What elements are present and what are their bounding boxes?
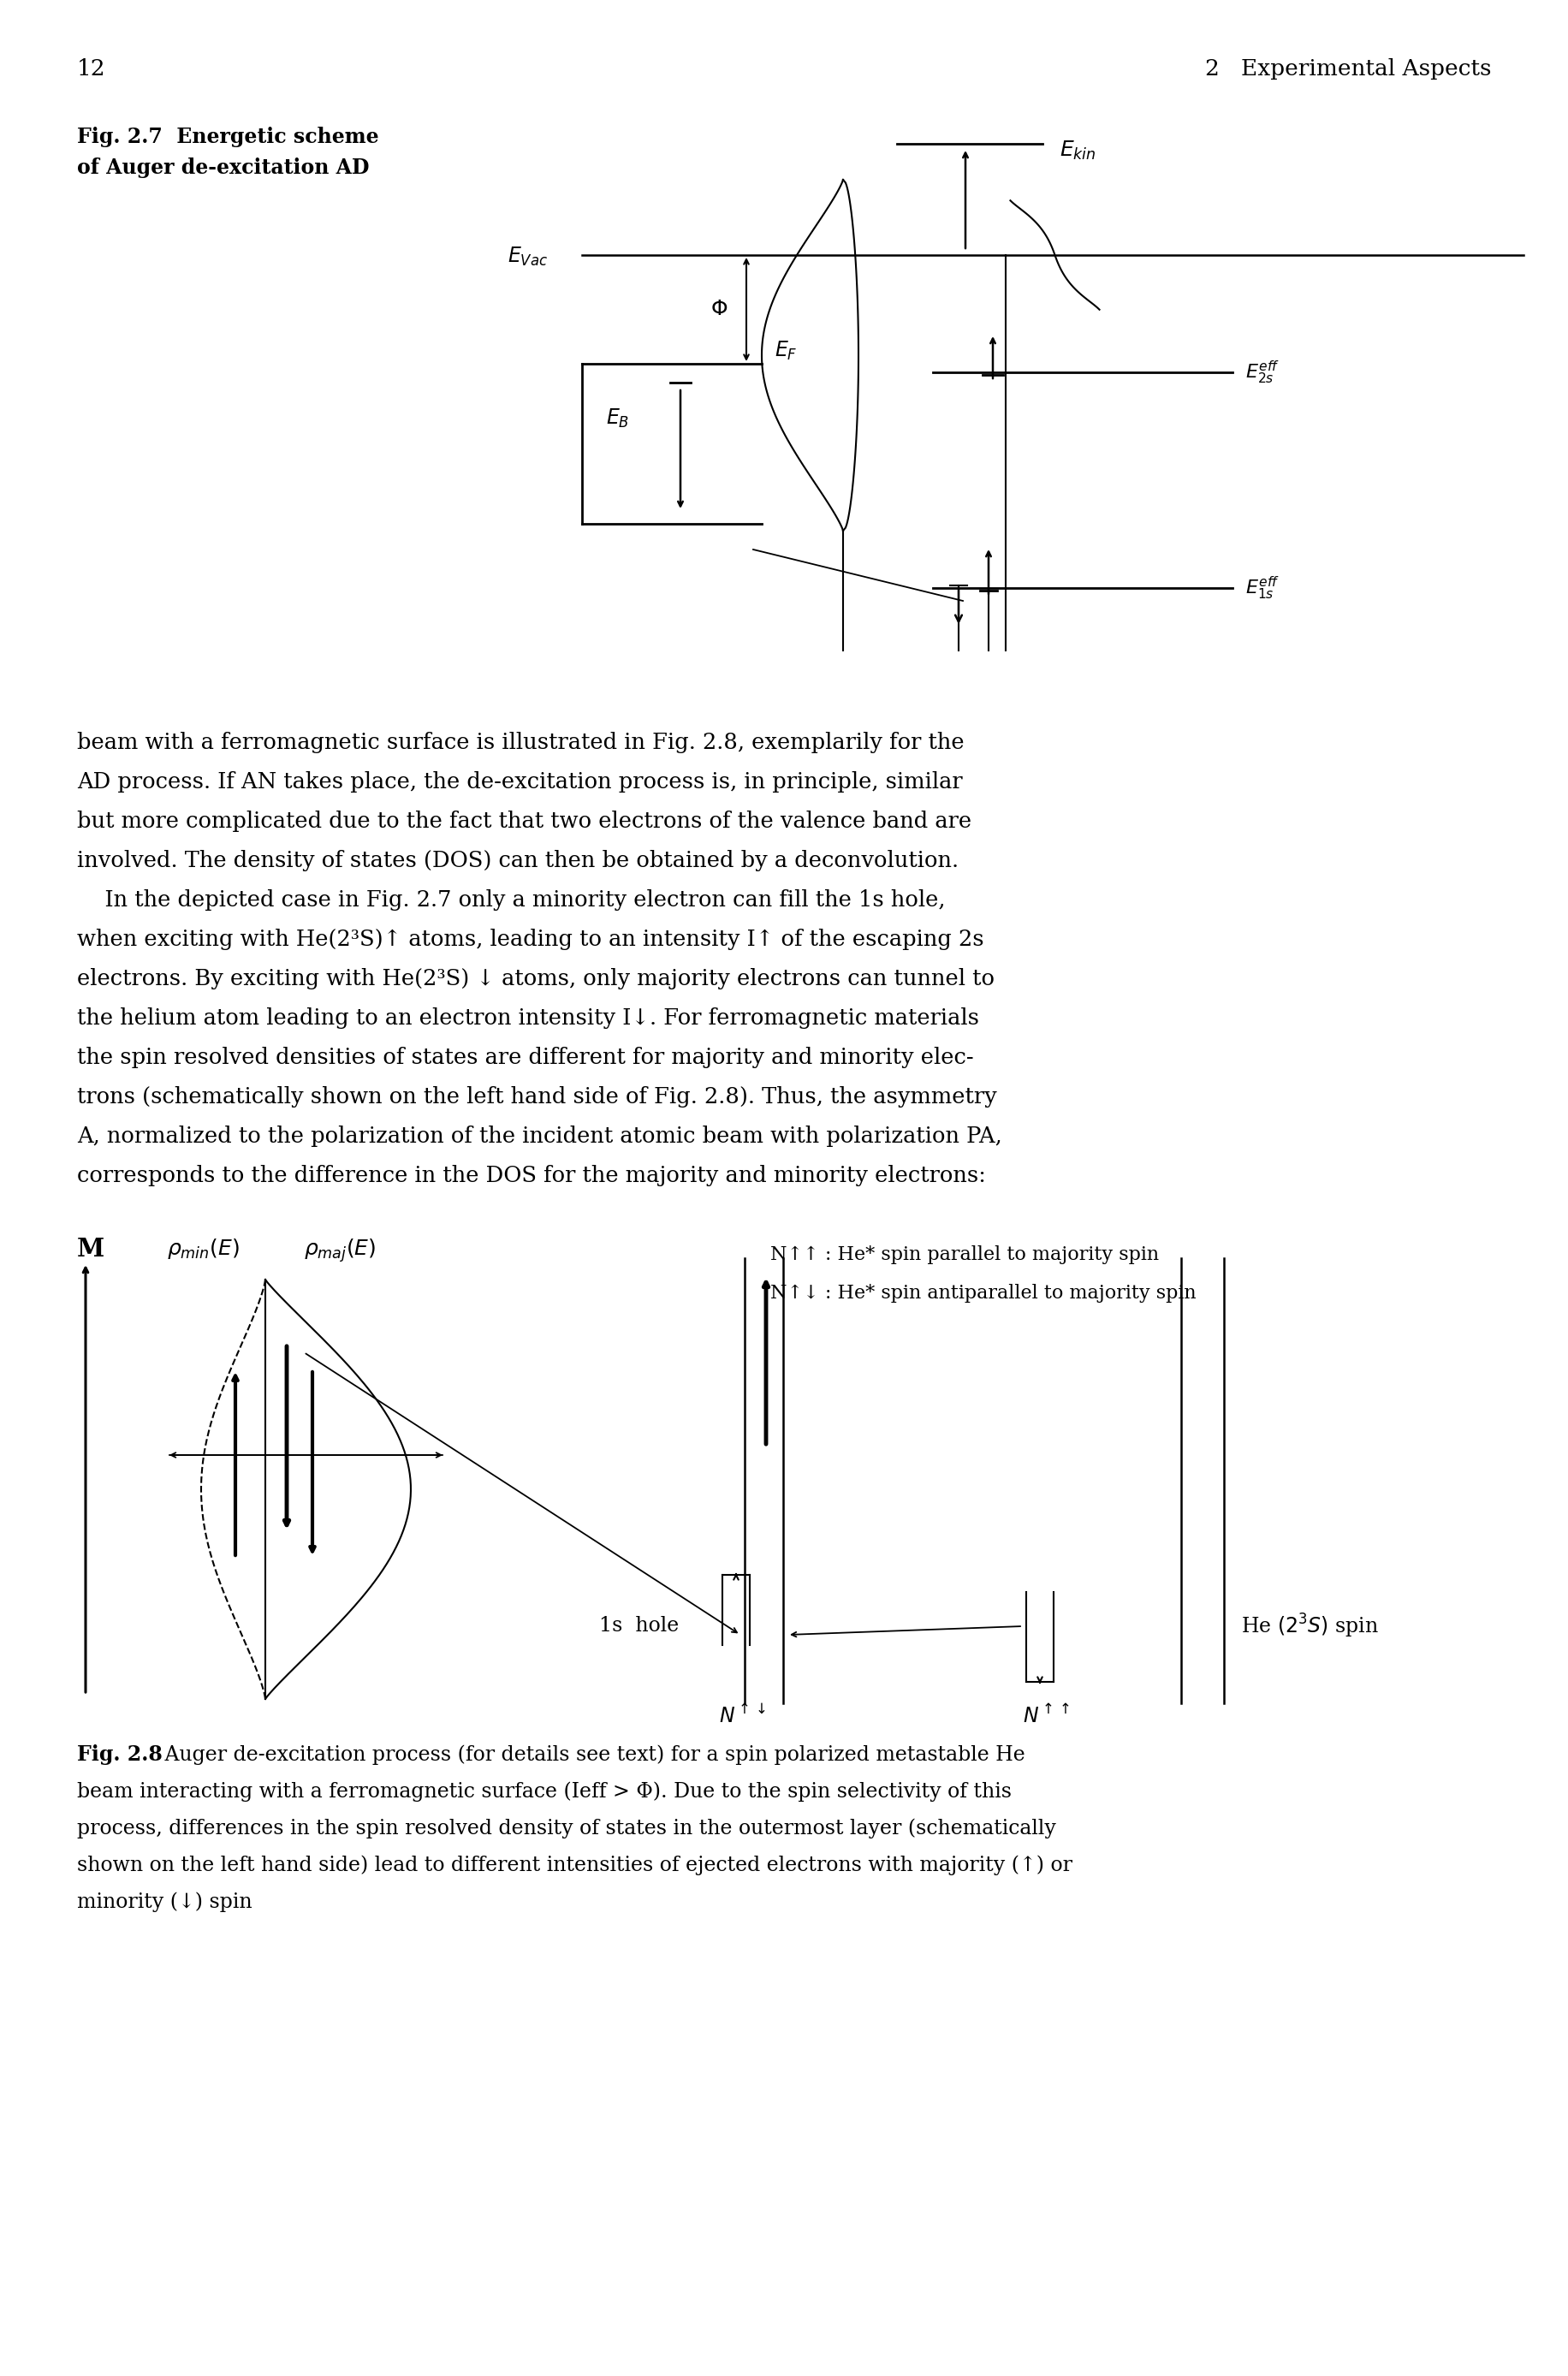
Text: involved. The density of states (DOS) can then be obtained by a deconvolution.: involved. The density of states (DOS) ca… [77, 851, 958, 872]
Text: N↑↑ : He* spin parallel to majority spin: N↑↑ : He* spin parallel to majority spin [770, 1245, 1159, 1264]
Text: $E_{kin}$: $E_{kin}$ [1060, 140, 1096, 162]
Text: $N^{\uparrow\downarrow}$: $N^{\uparrow\downarrow}$ [720, 1706, 767, 1727]
Text: process, differences in the spin resolved density of states in the outermost lay: process, differences in the spin resolve… [77, 1818, 1057, 1839]
Text: $\rho_{min}(E)$: $\rho_{min}(E)$ [166, 1238, 240, 1262]
Text: corresponds to the difference in the DOS for the majority and minority electrons: corresponds to the difference in the DOS… [77, 1164, 986, 1186]
Text: but more complicated due to the fact that two electrons of the valence band are: but more complicated due to the fact tha… [77, 810, 972, 832]
Text: electrons. By exciting with He(2³S) ↓ atoms, only majority electrons can tunnel : electrons. By exciting with He(2³S) ↓ at… [77, 967, 994, 988]
Text: $E_{1s}^{eff}$: $E_{1s}^{eff}$ [1245, 575, 1279, 601]
Text: 1s  hole: 1s hole [599, 1616, 679, 1637]
Text: $E_B$: $E_B$ [605, 406, 629, 430]
Text: M: M [77, 1238, 105, 1262]
Text: $N^{\uparrow\uparrow}$: $N^{\uparrow\uparrow}$ [1022, 1706, 1071, 1727]
Text: N↑↓ : He* spin antiparallel to majority spin: N↑↓ : He* spin antiparallel to majority … [770, 1283, 1196, 1302]
Text: when exciting with He(2³S)↑ atoms, leading to an intensity I↑ of the escaping 2s: when exciting with He(2³S)↑ atoms, leadi… [77, 929, 985, 950]
Text: $\rho_{maj}(E)$: $\rho_{maj}(E)$ [304, 1238, 376, 1264]
Text: shown on the left hand side) lead to different intensities of ejected electrons : shown on the left hand side) lead to dif… [77, 1856, 1073, 1875]
Text: In the depicted case in Fig. 2.7 only a minority electron can fill the 1s hole,: In the depicted case in Fig. 2.7 only a … [77, 889, 946, 910]
Text: $\Phi$: $\Phi$ [710, 299, 728, 318]
Text: Auger de-excitation process (for details see text) for a spin polarized metastab: Auger de-excitation process (for details… [158, 1744, 1025, 1765]
Text: beam with a ferromagnetic surface is illustrated in Fig. 2.8, exemplarily for th: beam with a ferromagnetic surface is ill… [77, 732, 964, 753]
Text: 12: 12 [77, 57, 105, 81]
Text: $E_{Vac}$: $E_{Vac}$ [508, 245, 547, 268]
Text: minority (↓) spin: minority (↓) spin [77, 1891, 252, 1913]
Text: beam interacting with a ferromagnetic surface (Ieff > Φ). Due to the spin select: beam interacting with a ferromagnetic su… [77, 1782, 1011, 1801]
Text: 2   Experimental Aspects: 2 Experimental Aspects [1204, 57, 1491, 81]
Text: the spin resolved densities of states are different for majority and minority el: the spin resolved densities of states ar… [77, 1048, 974, 1069]
Text: of Auger de-excitation AD: of Auger de-excitation AD [77, 157, 370, 178]
Text: $E_{2s}^{eff}$: $E_{2s}^{eff}$ [1245, 359, 1279, 385]
Text: He $(2^3S)$ spin: He $(2^3S)$ spin [1240, 1613, 1378, 1639]
Text: the helium atom leading to an electron intensity I↓. For ferromagnetic materials: the helium atom leading to an electron i… [77, 1007, 978, 1029]
Text: Fig. 2.8: Fig. 2.8 [77, 1744, 163, 1765]
Text: Fig. 2.7  Energetic scheme: Fig. 2.7 Energetic scheme [77, 126, 379, 147]
Text: A, normalized to the polarization of the incident atomic beam with polarization : A, normalized to the polarization of the… [77, 1126, 1002, 1148]
Text: AD process. If AN takes place, the de-excitation process is, in principle, simil: AD process. If AN takes place, the de-ex… [77, 772, 963, 794]
Text: $E_F$: $E_F$ [775, 340, 798, 361]
Text: trons (schematically shown on the left hand side of Fig. 2.8). Thus, the asymmet: trons (schematically shown on the left h… [77, 1086, 997, 1107]
